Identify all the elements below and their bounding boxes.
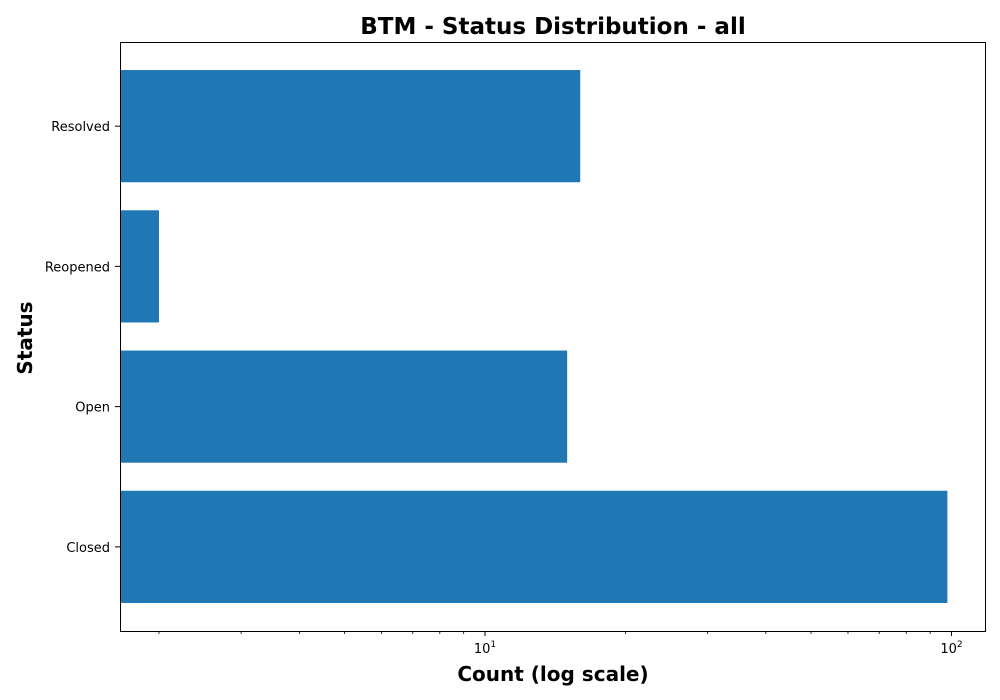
y-tick-label: Closed (66, 541, 110, 556)
bar-open (120, 350, 568, 463)
x-tick-label: 102 (940, 640, 962, 657)
y-axis-label: Status (13, 301, 37, 374)
plot-frame (120, 42, 986, 632)
chart-title: BTM - Status Distribution - all (360, 14, 745, 40)
bar-reopened (120, 210, 159, 323)
bars-group (120, 70, 948, 603)
x-axis-ticks: 101 102 (158, 631, 963, 657)
x-axis-label: Count (log scale) (457, 662, 648, 686)
bar-closed (120, 490, 948, 603)
y-tick-label: Resolved (51, 120, 110, 135)
y-axis-ticks: Closed Open Reopened Resolved (45, 120, 120, 556)
bar-resolved (120, 70, 581, 183)
x-tick-label: 101 (474, 640, 496, 657)
y-tick-label: Open (75, 401, 110, 416)
y-tick-label: Reopened (45, 260, 110, 275)
